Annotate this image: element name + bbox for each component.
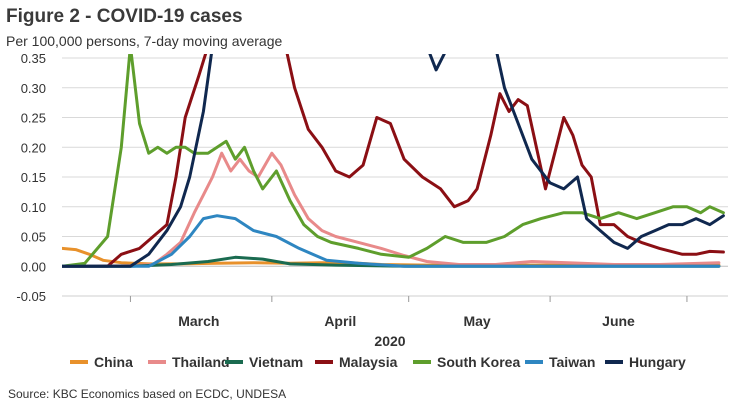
series-lines — [62, 54, 725, 268]
legend-label: Thailand — [172, 354, 230, 370]
x-tick-label: March — [178, 313, 219, 329]
y-tick-label: -0.05 — [16, 289, 46, 304]
x-tick-label: June — [602, 313, 635, 329]
x-axis: March April May June — [62, 265, 728, 329]
series-line-malaysia — [62, 54, 725, 268]
chart-subtitle: Per 100,000 persons, 7-day moving averag… — [6, 33, 283, 49]
y-tick-label: 0.20 — [21, 140, 46, 155]
legend: China Thailand Vietnam Malaysia South Korea T… — [70, 354, 686, 370]
y-tick-label: 0.25 — [21, 111, 46, 126]
y-tick-label: 0.10 — [21, 200, 46, 215]
y-tick-label: 0.05 — [21, 230, 46, 245]
x-tick-label: April — [324, 313, 356, 329]
y-tick-label: 0.15 — [21, 170, 46, 185]
y-tick-label: 0.35 — [21, 51, 46, 66]
series-line-hungary — [62, 54, 725, 268]
legend-label: Vietnam — [249, 354, 303, 370]
legend-label: Malaysia — [339, 354, 398, 370]
y-axis: -0.05 0.00 0.05 0.10 0.15 0.20 0.25 0.30 0.35 — [16, 51, 46, 304]
series-line-taiwan — [62, 214, 721, 268]
source-note: Source: KBC Economics based on ECDC, UND… — [8, 387, 287, 401]
series-line-thailand — [62, 151, 721, 268]
legend-label: Taiwan — [549, 354, 595, 370]
x-tick-label: May — [463, 313, 490, 329]
legend-label: China — [94, 354, 133, 370]
y-tick-label: 0.30 — [21, 81, 46, 96]
x-axis-label: 2020 — [374, 333, 405, 349]
line-chart: -0.05 0.00 0.05 0.10 0.15 0.20 0.25 0.30 0.35 Ma… — [16, 51, 728, 370]
y-tick-label: 0.00 — [21, 259, 46, 274]
legend-label: Hungary — [629, 354, 686, 370]
series-line-south-korea — [62, 54, 725, 268]
legend-label: South Korea — [437, 354, 520, 370]
chart-title: Figure 2 - COVID-19 cases — [6, 6, 243, 27]
